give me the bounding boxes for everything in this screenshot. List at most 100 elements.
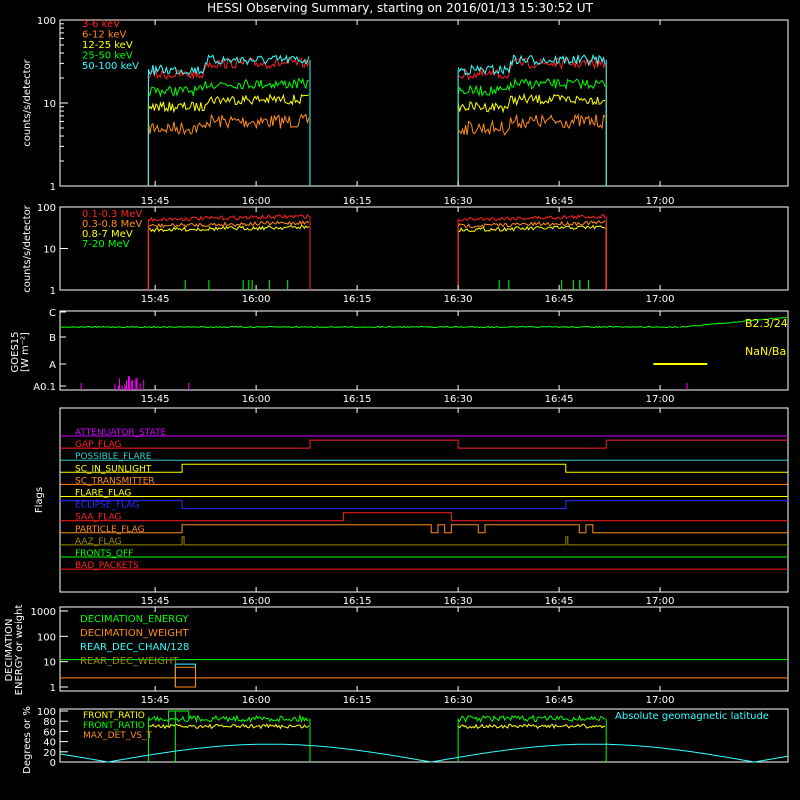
panel1-x-label: 16:30 xyxy=(444,196,473,207)
panel4-x-label: 16:00 xyxy=(242,596,271,607)
panel4-x-label: 16:45 xyxy=(545,596,574,607)
panel2-x-label: 16:45 xyxy=(545,294,574,305)
panel4-x-label: 16:30 xyxy=(444,596,473,607)
panel3-label-goes-short: NaN/Ba xyxy=(745,345,786,358)
panel5-y-label: 1 xyxy=(50,683,56,694)
panel2-series-0 xyxy=(148,213,310,222)
panel3-ylabel: GOES15 xyxy=(10,331,21,372)
panel2-y-label: 100 xyxy=(37,203,56,214)
panel5-legend-1: DECIMATION_WEIGHT xyxy=(80,628,189,639)
panel5-y-label: 10 xyxy=(43,658,56,669)
panel2-series-1 xyxy=(148,220,310,229)
panel1-series-2 xyxy=(457,92,606,114)
panel3-x-label: 17:00 xyxy=(646,394,675,405)
panel1-x-label: 16:45 xyxy=(545,196,574,207)
panel4-flag-trace-8 xyxy=(60,524,788,534)
panel5-legend-0: DECIMATION_ENERGY xyxy=(80,614,189,625)
panel1-series-1 xyxy=(457,112,606,136)
panel4-flag-label-9: AAZ_FLAG xyxy=(75,537,122,547)
panel-decimation: 1 10 100 1000 DECIMATION ENERGY or weight DECI… xyxy=(4,605,789,706)
panel4-flag-label-6: ECLIPSE_FLAG xyxy=(75,501,139,511)
panel6-geomag-latitude xyxy=(59,743,789,763)
panel6-y-label: 0 xyxy=(50,758,56,769)
panel4-ylabel: Flags xyxy=(34,487,45,513)
panel6-y-label: 100 xyxy=(37,707,56,718)
panel6-front-ratio-yellow xyxy=(148,723,310,730)
panel2-x-label: 17:00 xyxy=(646,294,675,305)
panel1-x-label: 16:15 xyxy=(343,196,372,207)
panel6-front-ratio-gap xyxy=(168,710,190,727)
panel3-label-goes-long: B2.3/24 xyxy=(745,317,788,330)
panel1-series-3 xyxy=(147,77,310,98)
panel5-y-label: 1000 xyxy=(31,607,56,618)
panel1-legend-2: 12-25 keV xyxy=(82,40,133,51)
panel2-series-0 xyxy=(457,214,606,222)
panel5-x-label: 16:00 xyxy=(242,695,271,706)
panel4-flag-trace-3 xyxy=(60,463,788,473)
panel3-goes-long-rise xyxy=(680,316,787,328)
panel1-series-4 xyxy=(457,53,606,76)
panel2-legend-3: 7-20 MeV xyxy=(82,239,130,250)
panel1-series-1 xyxy=(147,113,310,136)
panel2-y-label: 10 xyxy=(43,245,56,256)
panel-goes: A0.1 A B C GOES15 [W m⁻²] B2.3/24 NaN/Ba 15:45 16… xyxy=(10,308,789,405)
panel2-series-1 xyxy=(457,220,606,229)
panel5-x-label: 15:45 xyxy=(141,695,170,706)
panel1-legend-0: 3-6 keV xyxy=(82,19,120,30)
panel4-flag-label-8: PARTICLE_FLAG xyxy=(75,525,145,535)
panel3-y-label: C xyxy=(49,308,56,319)
panel2-legend-1: 0.3-0.8 MeV xyxy=(82,219,142,230)
panel-ratios-frame xyxy=(59,708,789,763)
panel4-x-label: 15:45 xyxy=(141,596,170,607)
panel1-legend-4: 50-100 keV xyxy=(82,61,139,72)
panel4-flag-label-1: GAP_FLAG xyxy=(75,440,121,450)
panel6-legend-1: FRONT_RATIO xyxy=(83,721,145,731)
panel1-ylabel: counts/s/detector xyxy=(22,58,33,146)
panel4-flag-trace-7 xyxy=(60,512,788,522)
panel4-flag-label-3: SC_IN_SUNLIGHT xyxy=(75,464,152,474)
panel6-legend-2: MAX_DET_VS_T xyxy=(83,731,153,741)
panel2-x-label: 15:45 xyxy=(141,294,170,305)
panel1-x-label: 15:45 xyxy=(141,196,170,207)
panel-goes-frame xyxy=(59,310,789,391)
panel3-y-label: A xyxy=(49,360,56,371)
panel5-x-label: 16:45 xyxy=(545,695,574,706)
panel4-flag-label-10: FRONTS_OFF xyxy=(75,549,133,559)
panel4-x-label: 17:00 xyxy=(646,596,675,607)
panel-decimation-frame xyxy=(59,606,789,692)
panel3-x-label: 16:45 xyxy=(545,394,574,405)
panel-flags-frame xyxy=(59,407,789,593)
panel2-y-label: 1 xyxy=(50,286,56,297)
panel1-y-label: 1 xyxy=(50,182,56,193)
panel1-series-3 xyxy=(457,77,606,97)
panel6-y-label: 40 xyxy=(43,738,56,749)
panel1-x-label: 17:00 xyxy=(646,196,675,207)
panel1-series-2 xyxy=(147,93,310,114)
panel5-x-label: 16:15 xyxy=(343,695,372,706)
panel6-front-ratio-green xyxy=(147,713,310,724)
panel1-series-0 xyxy=(457,57,606,81)
panel-flags: Flags ATTENUATOR_STATE GAP_FLAG POSSIBLE_FL… xyxy=(34,407,789,607)
panel6-front-ratio-green xyxy=(457,714,606,723)
panel3-y-label: A0.1 xyxy=(33,382,56,393)
panel6-y-label: 20 xyxy=(43,748,56,759)
panel4-flag-label-4: SC_TRANSMITTER xyxy=(75,476,155,486)
panel6-legend-0: FRONT_RATIO xyxy=(83,711,145,721)
panel6-y-label: 60 xyxy=(43,727,56,738)
panel5-x-label: 17:00 xyxy=(646,695,675,706)
panel5-ylabel2: ENERGY or weight xyxy=(14,605,25,696)
panel2-x-label: 16:15 xyxy=(343,294,372,305)
panel2-legend-0: 0.1-0.3 MeV xyxy=(82,209,142,220)
panel1-y-label: 100 xyxy=(37,16,56,27)
panel4-flag-label-11: BAD_PACKETS xyxy=(75,561,139,571)
panel6-annotation: Absolute geomagnetic latitude xyxy=(615,711,769,722)
panel3-x-label: 16:30 xyxy=(444,394,473,405)
panel6-y-label: 80 xyxy=(43,717,56,728)
panel2-series-2 xyxy=(148,224,310,233)
figure-title: HESSI Observing Summary, starting on 201… xyxy=(207,1,593,15)
panel4-x-label: 16:15 xyxy=(343,596,372,607)
panel4-flag-label-5: FLARE_FLAG xyxy=(75,489,131,499)
